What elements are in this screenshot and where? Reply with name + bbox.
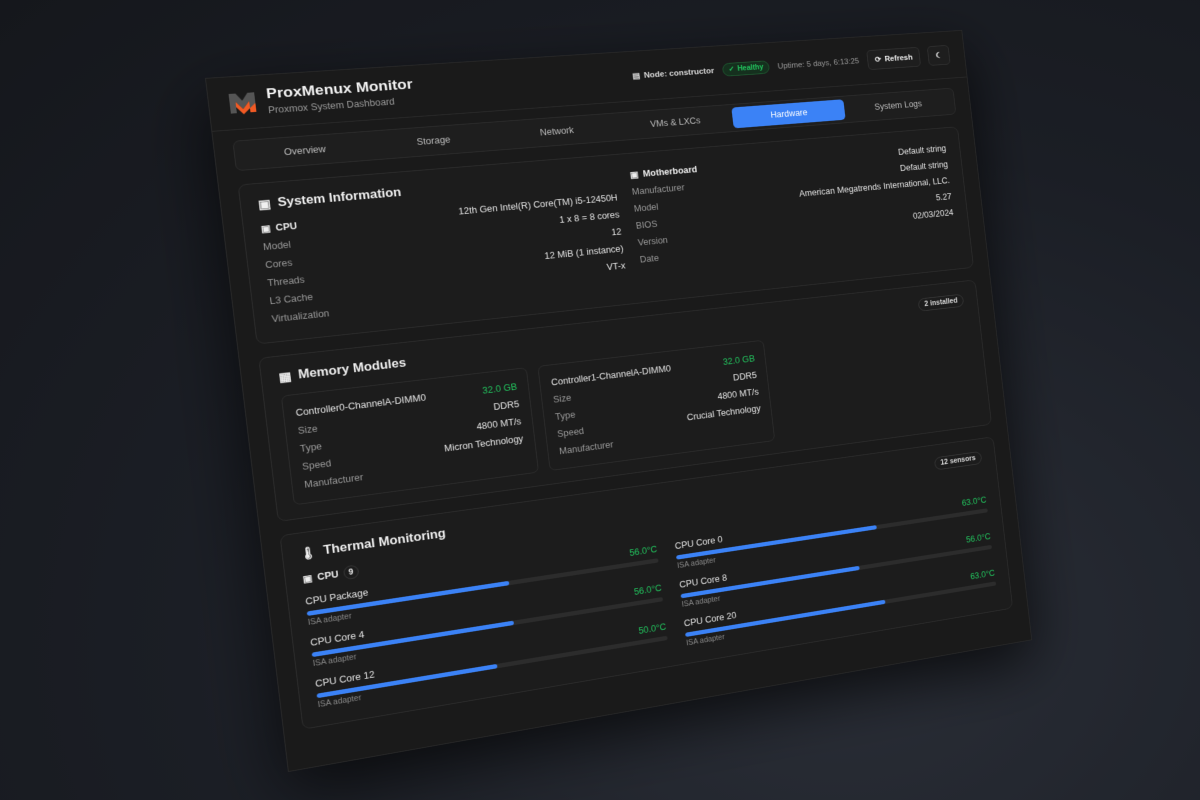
moon-icon: ☾ [935,51,943,60]
uptime: Uptime: 5 days, 6:13:25 [777,56,860,71]
field-value: Micron Technology [443,433,524,454]
labels: Controller1-ChannelA-DIMM0 Size Type Speed M… [550,359,690,460]
sensor-temp: 50.0°C [638,621,667,637]
tab-hardware[interactable]: Hardware [731,99,846,129]
refresh-icon: ⟳ [874,55,882,65]
cpu-icon: ▣ [260,222,272,235]
installed-badge: 2 installed [917,293,965,312]
field-value: American Megatrends International, LLC. [798,175,951,199]
theme-toggle-button[interactable]: ☾ [926,44,951,66]
tab-vms-lxcs[interactable]: VMs & LXCs [649,115,701,130]
sensor-temp: 56.0°C [628,544,658,559]
header: ProxMenux Monitor Proxmox System Dashboar… [205,30,967,132]
memory-module: Controller0-ChannelA-DIMM0 Size Type Speed M… [280,367,540,506]
memory-module: Controller1-ChannelA-DIMM0 Size Type Speed M… [537,339,776,471]
field-value: 02/03/2024 [912,207,954,221]
field-value: Crucial Technology [686,403,762,423]
field-value: VT-x [606,260,626,273]
sensor-temp: 63.0°C [961,494,987,508]
server-icon: ▤ [631,71,641,81]
cpu-chip-icon: ▣ [257,197,272,212]
field-value: 12 [610,226,623,238]
sensor-temp: 63.0°C [969,568,996,582]
field-value: 5.27 [935,191,953,203]
card-title: System Information [276,186,402,210]
values: 32.0 GB DDR5 4800 MT/s Crucial Technology [680,350,763,443]
values: 32.0 GB DDR5 4800 MT/s Micron Technology [437,378,526,475]
refresh-button[interactable]: ⟳ Refresh [866,46,922,71]
tab-overview[interactable]: Overview [283,143,327,158]
tab-network[interactable]: Network [539,125,575,138]
tab-storage[interactable]: Storage [416,134,451,148]
sensor-temp: 56.0°C [965,531,992,545]
memory-icon: ▦ [278,370,293,385]
dashboard-window: ProxMenux Monitor Proxmox System Dashboar… [205,30,1033,773]
check-circle-icon: ✓ [728,65,736,74]
sensor-count: 9 [342,564,360,581]
card-title: Memory Modules [297,356,407,382]
sensor-temp: 56.0°C [633,582,663,598]
thermometer-icon: 🌡︎ [299,546,318,562]
proxmenux-logo-icon [228,91,257,115]
tab-system-logs[interactable]: System Logs [874,98,923,112]
status-badge: ✓ Healthy [721,60,770,77]
node-indicator: ▤ Node: constructor [631,66,715,81]
motherboard-icon: ▣ [629,169,640,180]
cpu-icon: ▣ [302,572,313,585]
labels: Controller0-ChannelA-DIMM0 Size Type Speed M… [295,387,448,493]
